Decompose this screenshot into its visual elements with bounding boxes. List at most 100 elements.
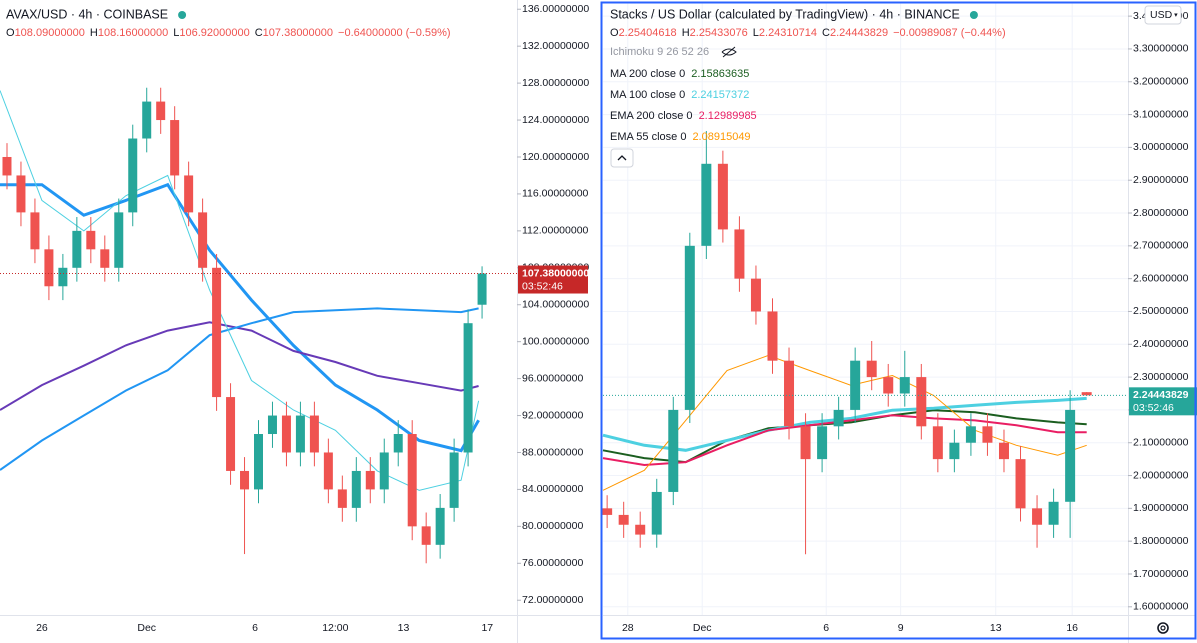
visibility-icon <box>721 46 737 58</box>
candle-body <box>86 230 96 250</box>
candle-body <box>750 278 761 312</box>
candle-body <box>899 377 910 394</box>
candle-body <box>850 360 861 410</box>
ohlc-value: 107.38000000 <box>263 27 333 39</box>
legend-entry: MA 100 close 0 2.24157372 <box>610 89 749 101</box>
candle-body <box>916 377 927 427</box>
x-tick-label: 28 <box>622 622 634 634</box>
candle-body <box>337 489 347 508</box>
ohlc-key: L <box>753 27 759 39</box>
ohlc-values: O2.25404618 H2.25433076 L2.24310714 C2.2444… <box>610 27 1006 39</box>
candle-body <box>817 426 828 460</box>
y-tick-label: 104.00000000 <box>522 299 589 311</box>
candle-body <box>932 426 943 460</box>
settings-icon[interactable] <box>1157 622 1169 634</box>
x-tick-label: Dec <box>693 622 712 634</box>
ohlc-change: −0.64000000 (−0.59%) <box>338 27 451 39</box>
candle-body <box>866 360 877 378</box>
candle-body <box>1032 508 1043 525</box>
candle-body <box>267 415 277 435</box>
ohlc-value: 108.16000000 <box>98 27 168 39</box>
countdown: 03:52:46 <box>1133 402 1174 414</box>
y-tick-label: 136.00000000 <box>522 3 589 15</box>
candle-body <box>58 267 68 287</box>
y-tick-label: 3.10000000 <box>1133 108 1189 120</box>
y-tick-label: 88.00000000 <box>522 446 583 458</box>
ohlc-key: H <box>682 27 690 39</box>
y-tick-label: 92.00000000 <box>522 409 583 421</box>
candle-body <box>651 491 662 535</box>
x-tick-label: 16 <box>1066 622 1078 634</box>
candle-body <box>784 360 795 427</box>
x-tick-label: 12:00 <box>322 622 348 634</box>
candle-body <box>477 273 487 305</box>
y-tick-label: 116.00000000 <box>522 188 589 200</box>
candle-body <box>800 426 811 460</box>
candle-body <box>982 426 993 443</box>
candle-body <box>30 212 40 250</box>
legend-name: EMA 200 close 0 <box>610 110 693 122</box>
y-tick-label: 2.90000000 <box>1133 174 1189 186</box>
y-tick-label: 96.00000000 <box>522 372 583 384</box>
candle-body <box>833 409 844 427</box>
collapse-button[interactable] <box>610 148 634 168</box>
legend-value: 2.08915049 <box>692 131 750 143</box>
candle-body <box>379 452 389 490</box>
currency-label: USD ▾ <box>1150 9 1178 21</box>
gear-hub <box>1160 625 1166 631</box>
candle-body <box>435 507 445 545</box>
candle-body <box>883 377 894 394</box>
ohlc-key: O <box>610 27 619 39</box>
price-tag <box>1129 387 1197 416</box>
status-dot <box>178 11 187 19</box>
y-tick-label: 1.70000000 <box>1133 568 1189 580</box>
candle-body <box>449 452 459 508</box>
x-tick-label: 9 <box>898 622 904 634</box>
y-tick-label: 72.00000000 <box>522 594 583 606</box>
candle-body <box>393 434 403 453</box>
y-tick-label: 2.70000000 <box>1133 240 1189 252</box>
ohlc-value: 108.09000000 <box>15 27 85 39</box>
chart-title: Stacks / US Dollar (calculated by Tradin… <box>610 7 960 21</box>
candle-body <box>170 120 180 176</box>
candle-body <box>198 212 208 268</box>
candle-body <box>421 526 431 545</box>
currency-code: USD <box>1150 9 1173 21</box>
currency-button[interactable] <box>1144 5 1182 25</box>
candle-body <box>16 175 26 213</box>
candle-body <box>407 434 417 527</box>
ohlc-change: −0.00989087 (−0.44%) <box>893 27 1006 39</box>
candle-body <box>618 514 629 525</box>
candle-body <box>701 163 712 246</box>
candle-body <box>1048 501 1059 525</box>
ohlc-value: 2.24443829 <box>830 27 888 39</box>
candle-body <box>254 434 263 490</box>
legend-value: 2.15863635 <box>691 68 749 80</box>
candle-body <box>128 138 138 213</box>
y-tick-label: 2.80000000 <box>1133 207 1189 219</box>
ohlc-key: C <box>822 27 830 39</box>
indicator-line <box>0 321 479 411</box>
charts: 72.00000000 76.00000000 80.00000000 84.0000… <box>0 3 1197 634</box>
countdown: 03:52:46 <box>522 280 563 292</box>
candle-body <box>635 524 646 535</box>
ohlc-key: O <box>6 27 15 39</box>
y-tick-label: 132.00000000 <box>522 40 589 52</box>
candle-body <box>998 442 1009 460</box>
x-tick-label: 26 <box>36 622 48 634</box>
candle-body <box>295 415 305 453</box>
candle-body <box>602 508 613 515</box>
indicator-line <box>0 90 480 491</box>
legend-name: MA 100 close 0 <box>610 89 685 101</box>
y-tick-label: 3.30000000 <box>1133 43 1189 55</box>
candle-body <box>365 470 375 490</box>
y-tick-label: 2.00000000 <box>1133 469 1189 481</box>
candle-body <box>351 470 361 508</box>
x-tick-label: 6 <box>252 622 258 634</box>
candle-body <box>323 452 333 490</box>
y-tick-label: 84.00000000 <box>522 483 583 495</box>
indicator-line <box>602 396 1087 452</box>
ohlc-key: C <box>255 27 263 39</box>
ohlc-value: 106.92000000 <box>179 27 249 39</box>
y-tick-label: 1.90000000 <box>1133 502 1189 514</box>
